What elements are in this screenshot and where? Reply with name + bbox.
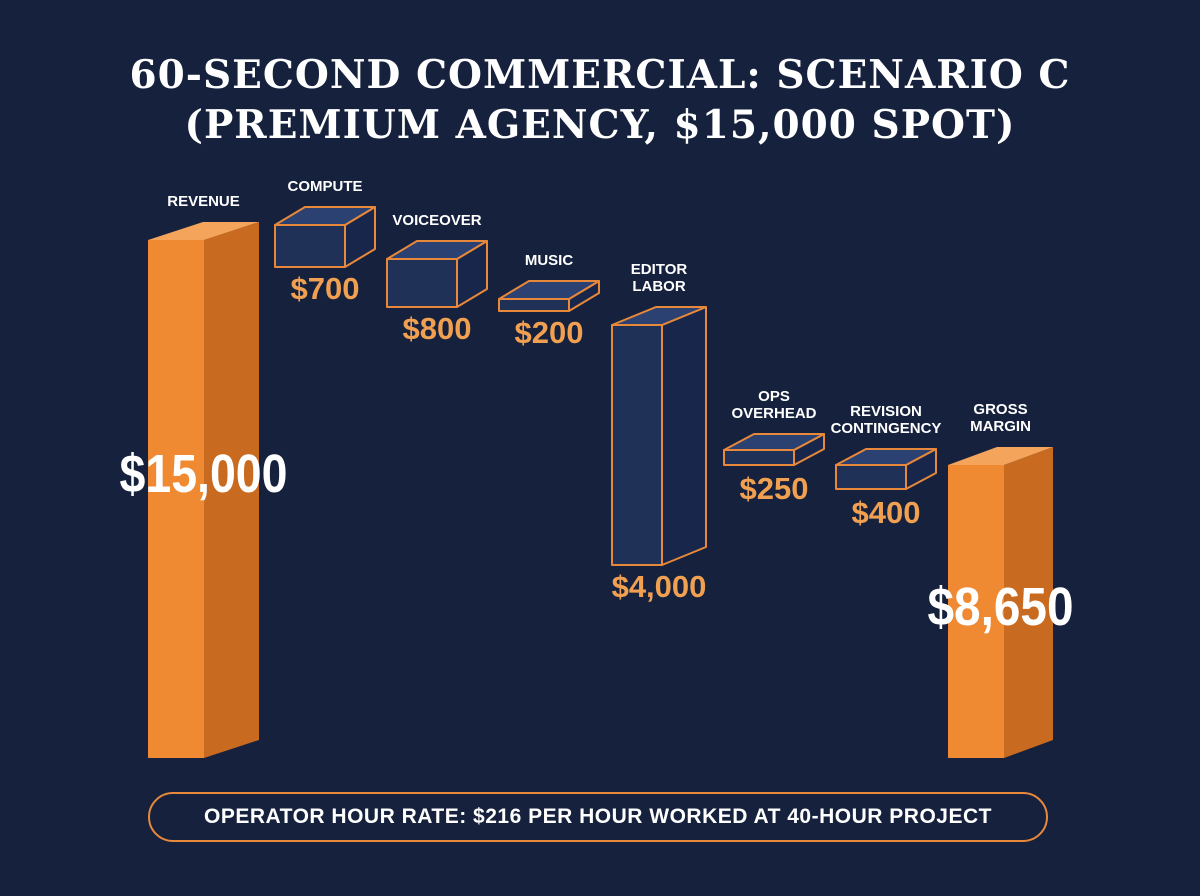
chart-title-line-1: 60-SECOND COMMERCIAL: SCENARIO C — [129, 52, 1071, 98]
bar-top-face — [835, 448, 937, 466]
value-label: $700 — [291, 271, 360, 306]
value-label: $15,000 — [120, 444, 288, 504]
bar-top-face — [148, 222, 259, 240]
value-label: $4,000 — [612, 569, 707, 604]
bar-top-face — [386, 240, 488, 260]
waterfall-bar-3: MUSIC $200 — [498, 252, 600, 350]
bar-front-face — [948, 465, 1004, 758]
value-label: $400 — [852, 495, 921, 530]
category-label: MARGIN — [970, 418, 1031, 435]
bar-front-face — [835, 464, 907, 490]
bar-front-face — [498, 298, 570, 312]
category-label: EDITOR — [631, 261, 688, 278]
bar-top-face — [723, 433, 825, 451]
bar-top-face — [611, 306, 707, 326]
category-label: LABOR — [632, 278, 685, 295]
bar-top-face — [948, 447, 1053, 465]
bar-side-face — [1004, 447, 1053, 758]
value-label: $800 — [403, 311, 472, 346]
category-label: GROSS — [973, 401, 1027, 418]
bar-front-face — [274, 224, 346, 268]
operator-rate-banner: OPERATOR HOUR RATE: $216 PER HOUR WORKED… — [148, 792, 1048, 842]
bar-front-face — [611, 324, 663, 566]
bar-top-face — [498, 280, 600, 300]
waterfall-bar-0: REVENUE $15,000 — [120, 193, 288, 758]
operator-rate-text: OPERATOR HOUR RATE: $216 PER HOUR WORKED… — [204, 805, 992, 828]
category-label: OPS — [758, 388, 790, 405]
value-label: $250 — [740, 471, 809, 506]
waterfall-bar-1: COMPUTE $700 — [274, 178, 376, 306]
bar-front-face — [148, 240, 204, 758]
category-label: REVISION — [850, 403, 922, 420]
value-label: $8,650 — [928, 577, 1074, 637]
bar-front-face — [723, 449, 795, 466]
category-label: CONTINGENCY — [831, 420, 942, 437]
category-label: OVERHEAD — [731, 405, 816, 422]
waterfall-bar-2: VOICEOVER $800 — [386, 212, 488, 346]
bar-top-face — [274, 206, 376, 226]
category-label: VOICEOVER — [392, 212, 481, 229]
bar-side-face — [661, 306, 707, 566]
value-label: $200 — [515, 315, 584, 350]
category-label: COMPUTE — [288, 178, 363, 195]
chart-title: 60-SECOND COMMERCIAL: SCENARIO C (PREMIU… — [0, 50, 1200, 150]
chart-title-line-2: (PREMIUM AGENCY, $15,000 SPOT) — [184, 102, 1016, 148]
bar-front-face — [386, 258, 458, 308]
category-label: REVENUE — [167, 193, 240, 210]
bar-side-face — [204, 222, 259, 758]
category-label: MUSIC — [525, 252, 574, 269]
